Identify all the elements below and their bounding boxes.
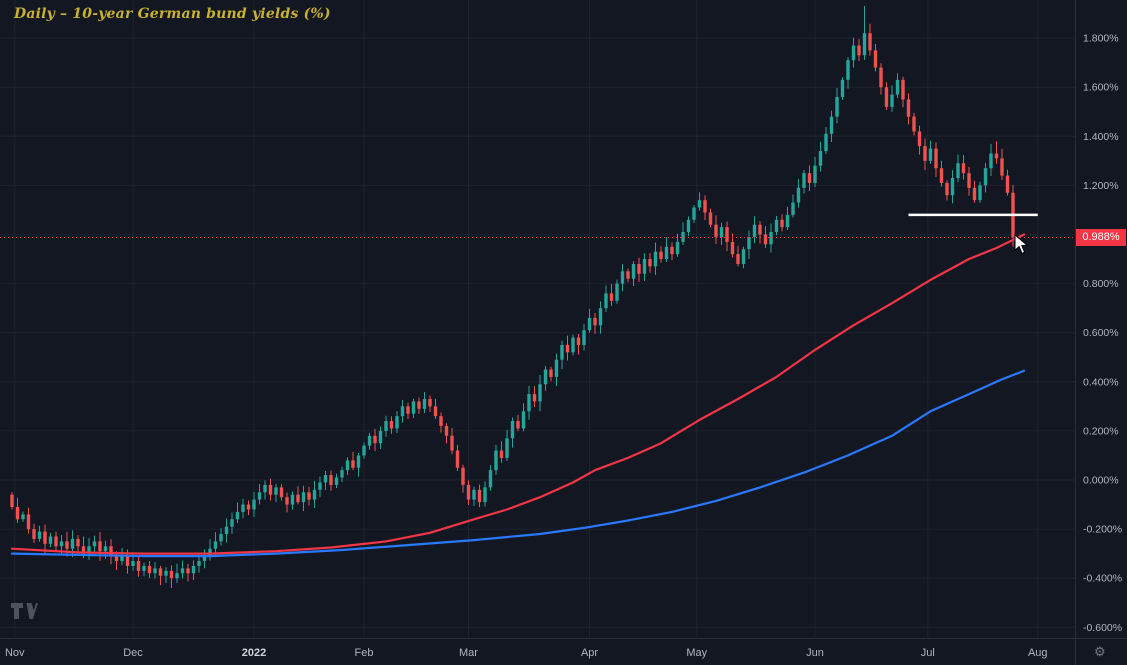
svg-text:0.600%: 0.600% bbox=[1083, 327, 1119, 339]
svg-text:-0.600%: -0.600% bbox=[1083, 622, 1122, 634]
svg-text:Dec: Dec bbox=[123, 647, 143, 659]
svg-text:Jul: Jul bbox=[921, 647, 935, 659]
chart-title: Daily – 10-year German bund yields (%) bbox=[14, 6, 331, 22]
svg-text:0.000%: 0.000% bbox=[1083, 475, 1119, 487]
last-price-badge: 0.988% bbox=[1076, 228, 1126, 246]
svg-text:0.400%: 0.400% bbox=[1083, 376, 1119, 388]
svg-text:Nov: Nov bbox=[5, 647, 25, 659]
svg-text:Aug: Aug bbox=[1028, 647, 1048, 659]
svg-text:Mar: Mar bbox=[459, 647, 478, 659]
svg-text:1.400%: 1.400% bbox=[1083, 131, 1119, 143]
svg-text:0.800%: 0.800% bbox=[1083, 278, 1119, 290]
svg-text:Jun: Jun bbox=[806, 647, 824, 659]
svg-text:1.200%: 1.200% bbox=[1083, 180, 1119, 192]
time-axis[interactable] bbox=[0, 639, 1127, 665]
svg-text:-0.200%: -0.200% bbox=[1083, 524, 1122, 536]
svg-text:-0.400%: -0.400% bbox=[1083, 573, 1122, 585]
svg-text:1.600%: 1.600% bbox=[1083, 82, 1119, 94]
svg-text:2022: 2022 bbox=[242, 647, 266, 659]
svg-text:May: May bbox=[686, 647, 707, 659]
svg-text:Feb: Feb bbox=[355, 647, 374, 659]
price-axis[interactable] bbox=[1076, 0, 1127, 638]
svg-text:Apr: Apr bbox=[581, 647, 598, 659]
svg-text:1.800%: 1.800% bbox=[1083, 33, 1119, 45]
svg-text:0.200%: 0.200% bbox=[1083, 425, 1119, 437]
gear-icon[interactable]: ⚙ bbox=[1094, 644, 1106, 659]
tradingview-logo[interactable] bbox=[10, 600, 38, 622]
